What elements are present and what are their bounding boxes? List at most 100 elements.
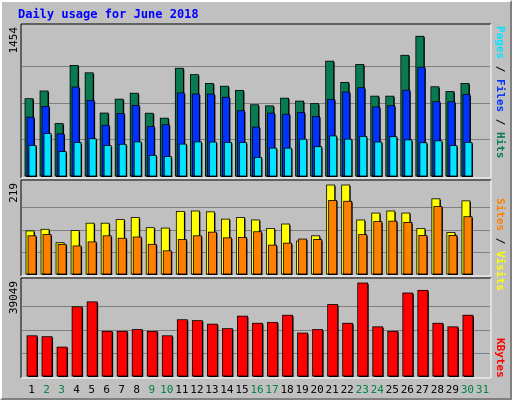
sites-bar <box>418 234 428 275</box>
sites-bar <box>72 245 82 275</box>
hits-ymax-label: 1454 <box>7 27 20 54</box>
sites-bar <box>268 244 277 275</box>
day-label: 3 <box>58 383 65 396</box>
pages-bar <box>224 142 232 177</box>
day-label: 28 <box>431 383 444 396</box>
sites-bar <box>388 220 398 275</box>
day-label: 8 <box>133 383 140 396</box>
visits-legend-separator: / <box>494 231 507 251</box>
pages-bar <box>239 142 247 177</box>
kbytes-bar <box>432 322 444 377</box>
day-label: 21 <box>326 383 339 396</box>
day-label: 9 <box>148 383 155 396</box>
kbytes-bar <box>116 330 128 377</box>
day-label: 11 <box>175 383 188 396</box>
day-label: 6 <box>103 383 110 396</box>
kbytes-bar <box>267 321 278 377</box>
pages-bar <box>58 151 67 177</box>
kbytes-bar <box>176 319 188 377</box>
pages-bar <box>148 154 157 177</box>
visits-legend-item-visits: Visits <box>494 251 507 291</box>
kbytes-bar <box>41 336 53 377</box>
day-label: 29 <box>446 383 459 396</box>
pages-bar <box>103 145 112 177</box>
kbytes-bar <box>312 329 324 377</box>
day-label: 14 <box>220 383 234 396</box>
kbytes-bar <box>191 320 203 377</box>
pages-bar <box>314 146 323 177</box>
day-label: 5 <box>88 383 95 396</box>
sites-bar <box>42 234 52 275</box>
pages-bar <box>163 156 172 177</box>
day-label: 30 <box>461 383 474 396</box>
hits-legend-item-files: Files <box>494 79 507 112</box>
day-label: 17 <box>265 383 278 396</box>
visits-legend: Sites / Visits <box>494 198 507 291</box>
pages-bar <box>404 139 413 177</box>
pages-bar <box>419 142 428 177</box>
kbytes-bar <box>447 326 459 377</box>
day-label: 26 <box>401 383 414 396</box>
day-label: 13 <box>205 383 218 396</box>
hits-legend-item-pages: Pages <box>494 26 507 59</box>
day-label: 12 <box>190 383 203 396</box>
visits-legend-item-sites: Sites <box>494 198 507 231</box>
kbytes-bar <box>161 335 173 377</box>
day-label: 19 <box>295 383 308 396</box>
pages-bar <box>329 135 338 177</box>
day-label: 10 <box>160 383 173 396</box>
kbytes-legend-item-kbytes: KBytes <box>494 338 507 378</box>
day-label: 22 <box>341 383 354 396</box>
sites-bar <box>27 235 37 275</box>
pages-bar <box>269 147 277 177</box>
kbytes-bar <box>26 335 38 377</box>
kbytes-bar <box>222 328 233 377</box>
sites-bar <box>87 241 97 275</box>
sites-bar <box>448 234 458 275</box>
kbytes-bar <box>327 304 339 377</box>
sites-bar <box>403 221 413 275</box>
pages-bar <box>88 138 97 177</box>
day-label: 16 <box>250 383 263 396</box>
sites-bar <box>253 231 262 275</box>
day-label: 20 <box>311 383 324 396</box>
day-label: 27 <box>416 383 429 396</box>
kbytes-bar <box>372 326 384 377</box>
day-label: 31 <box>476 383 489 396</box>
pages-bar <box>449 145 458 177</box>
pages-bar <box>359 136 368 177</box>
kbytes-bar <box>101 330 113 377</box>
sites-bar <box>343 200 353 275</box>
sites-bar <box>313 239 323 275</box>
day-label: 1 <box>28 383 35 396</box>
kbytes-bar <box>387 330 399 377</box>
day-label: 24 <box>371 383 385 396</box>
hits-legend-item-hits: Hits <box>494 132 507 159</box>
kbytes-bar <box>71 306 83 377</box>
pages-bar <box>254 156 262 177</box>
pages-bar <box>178 143 187 177</box>
sites-bar <box>192 235 202 275</box>
day-label: 2 <box>43 383 50 396</box>
pages-bar <box>118 143 127 177</box>
sites-bar <box>207 231 217 275</box>
pages-bar <box>133 141 142 177</box>
hits-legend: Pages / Files / Hits <box>494 26 507 159</box>
kbytes-bar <box>357 282 369 377</box>
kbytes-bar <box>146 330 158 377</box>
kbytes-ymax-label: 39049 <box>7 281 20 314</box>
hits-legend-separator: / <box>494 112 507 132</box>
kbytes-bar <box>462 314 474 377</box>
sites-bar <box>358 234 368 275</box>
sites-bar <box>132 236 142 275</box>
pages-bar <box>28 145 37 177</box>
kbytes-bar <box>237 315 248 377</box>
kbytes-bar <box>131 329 143 377</box>
day-label: 7 <box>118 383 125 396</box>
kbytes-bar <box>342 322 354 377</box>
sites-bar <box>177 239 187 275</box>
sites-bar <box>433 206 443 275</box>
sites-bar <box>283 242 292 275</box>
kbytes-bar <box>86 301 98 377</box>
